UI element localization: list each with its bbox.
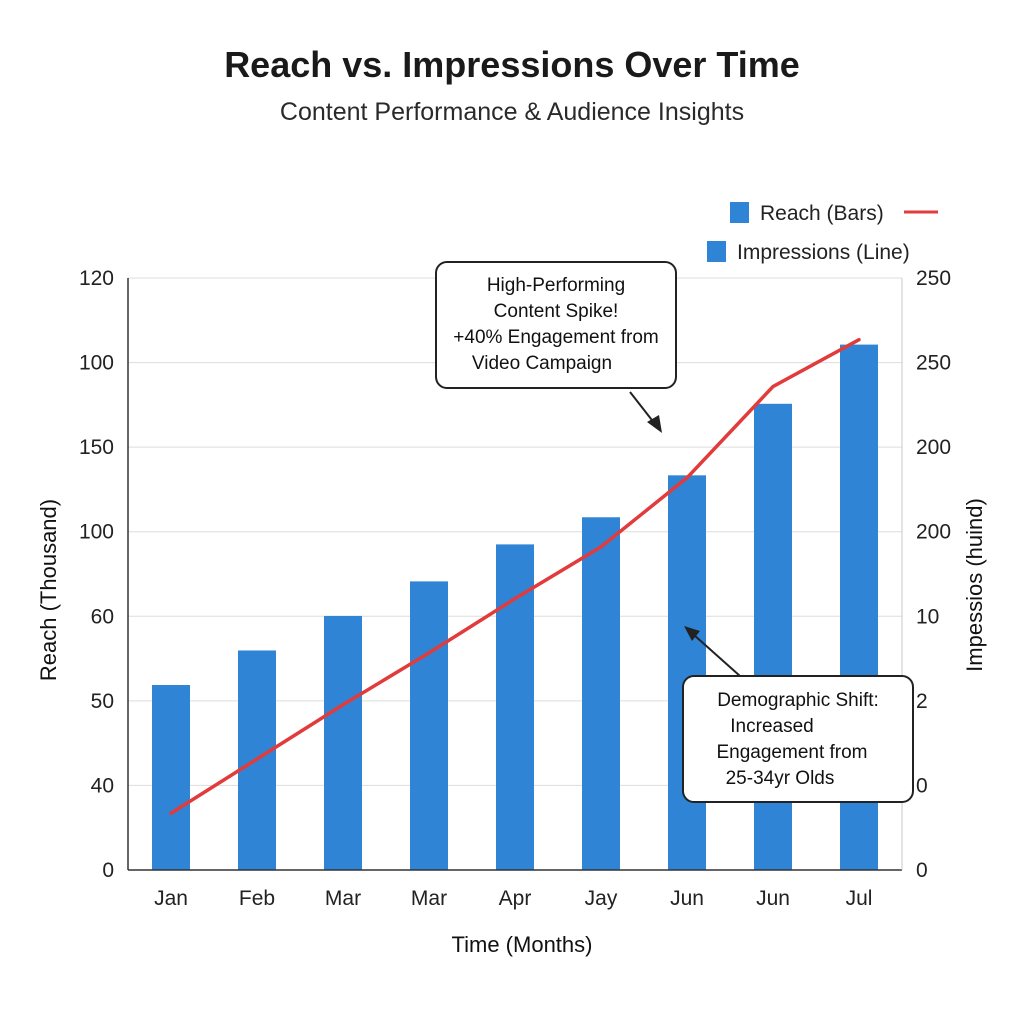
y-axis-ticks: 0 40 50 60 100 150 100 120 [79, 267, 114, 882]
y2-tick-label: 10 [916, 605, 939, 628]
legend: Reach (Bars) Impressions (Line) [707, 202, 938, 264]
y2-tick-label: 200 [916, 436, 951, 459]
annotation-arrowhead [684, 626, 700, 641]
annotation-line: Content Spike! [494, 301, 619, 322]
annotation-line: Demographic Shift: [717, 690, 879, 711]
y-tick-label: 50 [91, 690, 114, 713]
x-tick-label: Jul [846, 887, 873, 910]
bar-reach [496, 544, 534, 870]
annotation-box [682, 675, 914, 803]
impressions-line [169, 337, 861, 816]
y2-tick-label: 0 [916, 859, 928, 882]
y-tick-label: 100 [79, 521, 114, 544]
y-tick-label: 60 [91, 605, 114, 628]
bar-reach [324, 615, 362, 870]
bar-reach [582, 517, 620, 870]
legend-impressions-label: Impressions (Line) [737, 241, 910, 264]
annotation-content-spike: High-Performing Content Spike! +40% Enga… [435, 261, 677, 433]
y2-tick-label: 0 [916, 774, 928, 797]
bar-reach [152, 685, 190, 870]
y-tick-label: 150 [79, 436, 114, 459]
x-tick-label: Mar [325, 887, 361, 910]
y-tick-label: 120 [79, 267, 114, 290]
x-tick-label: Jay [585, 887, 618, 910]
annotation-box [435, 261, 677, 389]
chart-subtitle: Content Performance & Audience Insights [279, 98, 745, 126]
y2-tick-label: 250 [916, 352, 951, 375]
annotation-line: Video Campaign [472, 353, 612, 374]
annotation-line: 25-34yr Olds [726, 768, 835, 789]
x-tick-label: Jan [154, 887, 188, 910]
bar-reach [410, 581, 448, 870]
annotation-arrow [693, 634, 741, 677]
x-axis-ticks: Jan Feb Mar Mar Apr Jay Jun Jun Jul [154, 887, 872, 910]
annotation-arrowhead [647, 415, 662, 433]
x-tick-label: Jun [670, 887, 704, 910]
chart-title: Reach vs. Impressions Over Time [224, 44, 800, 85]
legend-reach-label: Reach (Bars) [760, 202, 884, 225]
legend-impressions-swatch [707, 241, 726, 262]
y-tick-label: 0 [102, 859, 114, 882]
annotation-demographic-shift: Demographic Shift: Increased Engagement … [682, 626, 914, 803]
y2-axis-label: Impessios (huind) [962, 498, 987, 672]
bar-reach [668, 475, 706, 870]
annotation-arrow [629, 391, 656, 425]
y-axis-label: Reach (Thousand) [36, 499, 61, 681]
y2-axis-ticks: 0 0 2 10 200 200 250 250 [916, 267, 951, 882]
x-axis-label: Time (Months) [452, 932, 593, 957]
y-tick-label: 100 [79, 352, 114, 375]
x-tick-label: Jun [756, 887, 790, 910]
x-tick-label: Mar [411, 887, 447, 910]
annotation-line: Engagement from [716, 742, 867, 763]
y2-tick-label: 200 [916, 521, 951, 544]
annotation-line: High-Performing [487, 275, 625, 296]
x-tick-label: Feb [239, 887, 275, 910]
y2-tick-label: 250 [916, 267, 951, 290]
y-tick-label: 40 [91, 774, 114, 797]
impressions-line-group [169, 337, 861, 816]
annotation-line: Increased [730, 716, 813, 737]
y2-tick-label: 2 [916, 690, 928, 713]
legend-reach-swatch [730, 202, 749, 223]
annotation-line: +40% Engagement from [453, 327, 658, 348]
x-tick-label: Apr [499, 887, 532, 910]
